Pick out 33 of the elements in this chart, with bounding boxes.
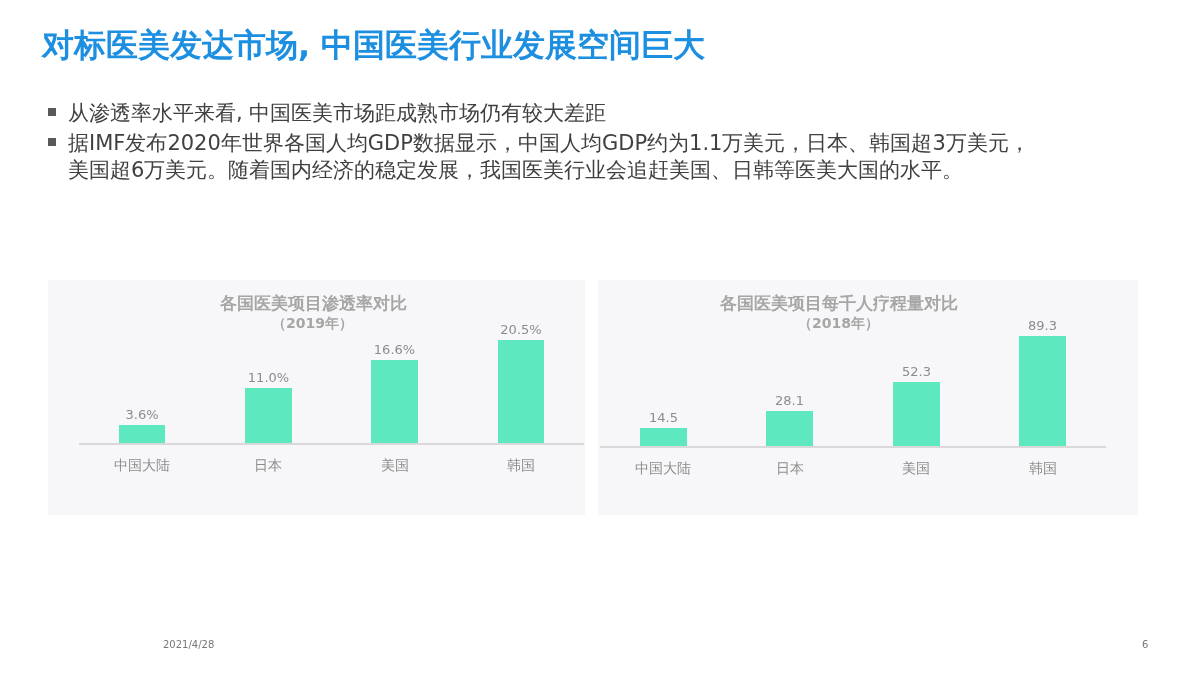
bar xyxy=(766,411,813,446)
bar xyxy=(498,339,544,443)
x-tick-label: 中国大陆 xyxy=(114,456,171,473)
chart-subtitle: （2019年） xyxy=(272,315,353,331)
x-tick-label: 美国 xyxy=(902,459,931,476)
chart-subtitle: （2018年） xyxy=(798,315,879,331)
bar xyxy=(893,382,940,446)
text: 2021/4/28 xyxy=(163,639,215,650)
x-tick-label: 中国大陆 xyxy=(635,459,692,476)
text: 6 xyxy=(1142,639,1149,650)
bar xyxy=(119,424,165,443)
chart-title: 各国医美项目每千人疗程量对比 xyxy=(719,293,958,313)
text: 对标医美发达市场, 中国医美行业发展空间巨大 xyxy=(41,26,706,64)
bar xyxy=(371,359,418,443)
data-label: 20.5% xyxy=(500,321,542,337)
x-tick-label: 韩国 xyxy=(1028,459,1057,476)
data-label: 11.0% xyxy=(247,369,290,385)
text: 从渗透率水平来看, 中国医美市场距成熟市场仍有较大差距 xyxy=(68,101,607,125)
bar xyxy=(1019,336,1066,446)
data-label: 28.1 xyxy=(775,393,804,408)
bar xyxy=(245,387,292,443)
data-label: 16.6% xyxy=(373,341,416,357)
bar xyxy=(640,428,687,446)
x-tick-label: 日本 xyxy=(254,456,283,473)
data-label: 14.5 xyxy=(649,410,678,425)
data-label: 52.3 xyxy=(902,364,931,379)
data-label: 89.3 xyxy=(1028,318,1057,333)
text: 据IMF发布2020年世界各国人均GDP数据显示，中国人均GDP约为1.1万美元，日本、韩国超3万美元，美国超6万美元。随着国内经济的稳定发展，我国医美行业会追赶美国、日韩等医美大国的水平。 xyxy=(68,131,1030,183)
chart-title: 各国医美项目渗透率对比 xyxy=(219,293,407,313)
x-tick-label: 日本 xyxy=(775,459,804,476)
x-tick-label: 美国 xyxy=(380,456,409,473)
x-tick-label: 韩国 xyxy=(506,456,535,473)
data-label: 3.6% xyxy=(125,406,159,422)
